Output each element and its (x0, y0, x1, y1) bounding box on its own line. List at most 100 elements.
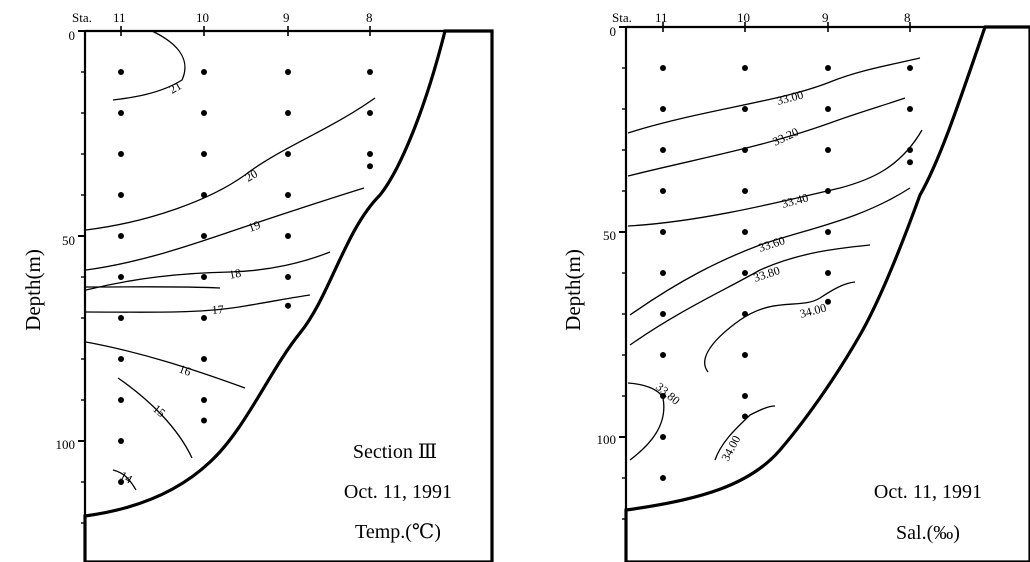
right-sea-bottom (624, 25, 1030, 562)
left-sample-point-sta11-100m (118, 438, 124, 444)
left-sample-point-sta10-30m (201, 151, 207, 157)
isohaline-label-33-80-lower: 33.80 (653, 380, 683, 408)
right-sample-point-sta10-60m (742, 270, 748, 276)
isotherm-16 (85, 341, 246, 389)
left-station-label-8: 8 (366, 10, 373, 25)
left-sample-point-sta10-70m (201, 315, 207, 321)
left-sample-point-sta11-10m (118, 69, 124, 75)
right-sample-point-sta9-10m (825, 65, 831, 71)
right-tick-marks (619, 22, 911, 520)
isotherm-label-15: 15 (150, 402, 168, 420)
left-sample-point-sta10-10m (201, 69, 207, 75)
right-ytick-50: 50 (603, 228, 616, 243)
left-sample-point-sta8-20m (367, 110, 373, 116)
left-station-prefix: Sta. (72, 10, 92, 25)
isotherm-18-lower (85, 286, 221, 289)
isotherm-15 (117, 377, 193, 459)
right-station-label-9: 9 (822, 10, 829, 25)
right-sample-point-sta8-10m (907, 65, 913, 71)
right-sample-point-sta9-50m (825, 229, 831, 235)
left-sample-point-sta8-30m (367, 151, 373, 157)
right-sample-point-sta11-80m (660, 352, 666, 358)
isohaline-label-33-20: 33.20 (770, 125, 800, 149)
right-sample-point-sta8-20m (907, 106, 913, 112)
left-sample-point-sta9-10m (285, 69, 291, 75)
left-sample-point-sta11-80m (118, 356, 124, 362)
left-sample-point-sta11-90m (118, 397, 124, 403)
left-sample-point-sta9-40m (285, 192, 291, 198)
isohaline-label-33-40: 33.40 (780, 190, 810, 211)
salinity-panel: Sta. 11 10 9 8 0 50 100 Depth(m) 33.00 3… (561, 10, 1030, 562)
right-sample-point-sta11-30m (660, 147, 666, 153)
right-variable-label: Sal.(‰) (896, 522, 960, 544)
isohaline-33-40 (627, 129, 923, 227)
isohaline-33-20 (627, 97, 906, 177)
left-sample-point-sta11-20m (118, 110, 124, 116)
right-y-axis-title: Depth(m) (561, 249, 585, 331)
isotherm-21 (112, 30, 186, 101)
left-tick-marks (78, 26, 371, 524)
left-sample-point-sta11-110m (118, 479, 124, 485)
right-station-label-8: 8 (904, 10, 911, 25)
right-sample-point-sta9-30m (825, 147, 831, 153)
isotherm-label-19: 19 (246, 218, 262, 235)
left-sample-point-sta11-50m (118, 233, 124, 239)
isotherm-20 (85, 97, 376, 231)
left-sample-point-sta11-70m (118, 315, 124, 321)
left-variable-label: Temp.(℃) (355, 521, 441, 543)
left-sample-point-sta10-90m (201, 397, 207, 403)
right-date-label: Oct. 11, 1991 (874, 481, 982, 503)
right-sample-point-sta11-20m (660, 106, 666, 112)
isohaline-34-00 (704, 281, 856, 373)
right-sample-point-sta11-40m (660, 188, 666, 194)
left-sample-point-sta10-50m (201, 233, 207, 239)
right-sample-point-sta10-10m (742, 65, 748, 71)
right-sample-point-sta10-90m (742, 393, 748, 399)
left-station-label-10: 10 (196, 10, 209, 25)
right-ytick-100: 100 (597, 432, 617, 447)
left-sample-point-sta9-67m (285, 302, 291, 309)
right-sample-point-sta11-10m (660, 65, 666, 71)
left-sample-point-sta10-60m (201, 274, 207, 280)
right-sample-point-sta10-50m (742, 229, 748, 235)
right-sample-point-sta11-100m (660, 434, 666, 440)
right-sample-point-sta11-50m (660, 229, 666, 235)
left-sample-point-sta10-40m (201, 192, 207, 198)
left-sample-point-sta8-10m (367, 69, 373, 75)
isohaline-33-60 (629, 187, 911, 316)
right-sample-point-sta10-20m (742, 106, 748, 112)
left-y-axis-title: Depth(m) (21, 249, 45, 331)
left-sea-bottom (83, 29, 494, 562)
left-section-title: Section Ⅲ (353, 441, 437, 463)
left-sample-point-sta11-40m (118, 192, 124, 198)
right-sample-point-sta9-60m (825, 270, 831, 276)
right-sample-point-sta9-67m (825, 298, 831, 305)
isohaline-label-33-60: 33.60 (757, 233, 787, 255)
left-sample-point-sta9-50m (285, 233, 291, 239)
left-station-label-11: 11 (113, 10, 126, 25)
right-station-prefix: Sta. (612, 10, 632, 25)
left-sample-point-sta10-80m (201, 356, 207, 362)
left-ytick-100: 100 (56, 437, 76, 452)
isotherm-label-17: 17 (211, 302, 224, 317)
isotherm-label-16: 16 (177, 362, 193, 379)
left-sample-point-sta8-33m (367, 163, 373, 170)
temperature-panel: Sta. 11 10 9 8 0 50 100 Depth(m) 21 20 1… (21, 10, 494, 562)
right-sample-point-sta10-40m (742, 188, 748, 194)
left-station-label-9: 9 (283, 10, 290, 25)
right-sample-point-sta11-60m (660, 270, 666, 276)
left-sample-point-sta9-60m (285, 274, 291, 280)
right-sample-point-sta11-70m (660, 311, 666, 317)
left-sample-points (118, 69, 373, 485)
isotherm-19 (85, 187, 365, 271)
right-ytick-0: 0 (610, 24, 617, 39)
isotherm-17 (85, 294, 311, 313)
isotherm-14 (112, 469, 137, 491)
left-sample-point-sta11-30m (118, 151, 124, 157)
left-sample-point-sta9-20m (285, 110, 291, 116)
right-station-label-11: 11 (655, 10, 668, 25)
isohaline-33-80 (629, 244, 871, 346)
right-sample-point-sta9-20m (825, 106, 831, 112)
isotherm-label-14: 14 (118, 468, 135, 486)
